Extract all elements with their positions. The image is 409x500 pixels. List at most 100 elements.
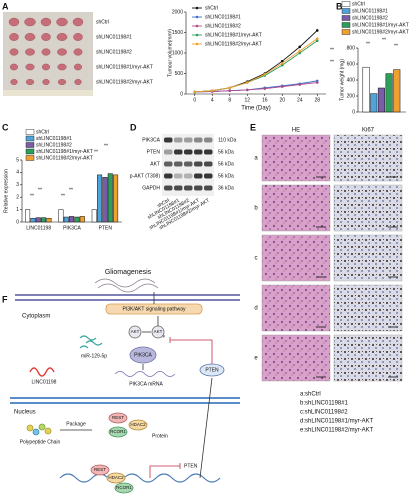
legend-marker — [195, 33, 199, 37]
legend-swatch — [25, 142, 35, 148]
tumor — [9, 33, 19, 41]
panel-label: E — [250, 122, 256, 132]
series-line — [194, 30, 318, 93]
lane-label: shCtrl — [156, 198, 170, 210]
series-line — [194, 38, 318, 93]
bar — [113, 174, 119, 223]
micrograph — [333, 134, 403, 182]
significance: ** — [69, 187, 73, 193]
significance: ** — [382, 37, 386, 43]
band — [184, 137, 193, 143]
diagram-label: RCOR1 — [110, 429, 126, 434]
tumor — [73, 63, 82, 71]
bar — [370, 93, 378, 113]
y-tick-label: 1 — [16, 207, 19, 213]
protein-name: GAPDH — [142, 185, 160, 191]
diagram-label: HDAC2 — [108, 475, 124, 480]
tumor — [9, 63, 18, 71]
protein-size: 36 kDa — [218, 185, 234, 191]
significance: ** — [366, 41, 370, 47]
tumor-label: shLINC01198#2 — [96, 49, 132, 55]
band — [174, 161, 183, 167]
x-tick-label: PTEN — [99, 225, 113, 231]
row-label: e — [254, 356, 258, 362]
band — [204, 149, 213, 155]
point — [315, 37, 319, 40]
band — [184, 185, 193, 191]
significance: ** — [394, 43, 398, 49]
legend-swatch — [25, 135, 35, 142]
panel-label: A — [2, 1, 9, 11]
tumor-label: shLINC01198#1 — [96, 34, 132, 40]
bar — [74, 216, 80, 223]
row-label: d — [254, 306, 257, 312]
band — [184, 173, 193, 179]
band — [194, 185, 203, 191]
legend-label: shLINC01198#2/myr-AKT — [205, 41, 262, 47]
micrograph — [261, 334, 331, 382]
bar — [58, 209, 64, 223]
tumor — [25, 63, 35, 71]
point — [315, 81, 319, 84]
tumor-label: shLINC01198#2/myr-AKT — [96, 79, 153, 85]
legend-marker — [195, 6, 199, 10]
y-tick-label: 0 — [180, 91, 183, 97]
point — [228, 86, 232, 90]
tumor-label: shCtrl — [96, 19, 109, 25]
micrograph — [261, 234, 331, 282]
legend-label: shLINC01198#1 — [36, 136, 72, 142]
x-tick-label: 0 — [193, 97, 196, 103]
legend-label: shCtrl — [352, 1, 365, 7]
diagram-label: Cytoplasm — [22, 314, 50, 320]
legend-label: shCtrl — [205, 5, 218, 11]
micrograph — [333, 184, 403, 232]
band — [184, 149, 193, 155]
bar — [377, 87, 385, 113]
tumor — [42, 63, 51, 71]
band — [164, 173, 173, 179]
y-tick-label: 600 — [347, 61, 356, 67]
micrograph — [333, 334, 403, 382]
diagram-label: LINC01198 — [32, 379, 57, 385]
point — [280, 64, 284, 67]
point — [210, 89, 214, 93]
significance: ** — [61, 193, 65, 199]
legend-marker — [195, 42, 199, 46]
y-tick-label: 5 — [16, 157, 19, 163]
x-tick-label: 24 — [297, 97, 303, 103]
key-label: d:shLINC01198#1/myr-AKT — [300, 419, 374, 425]
legend-swatch — [25, 129, 35, 135]
bar — [91, 209, 97, 223]
band — [174, 149, 183, 155]
point — [263, 87, 267, 90]
band — [204, 137, 213, 143]
panel-label: C — [2, 122, 9, 132]
y-axis-label: Relative expression — [3, 169, 9, 213]
diagram-shapes — [10, 278, 240, 494]
tumor-label: shLINC01198#1/myr-AKT — [96, 64, 153, 70]
point — [228, 89, 232, 93]
band — [164, 185, 173, 191]
band — [184, 161, 193, 167]
tumor — [10, 78, 18, 85]
panel-label: B — [336, 1, 343, 11]
x-tick-label: LINC01198 — [26, 225, 51, 231]
significance: ** — [330, 59, 334, 65]
legend-label: shLINC01198#2/myr-AKT — [352, 29, 409, 35]
diagram-label: Gliomagenesis — [105, 269, 152, 276]
bar — [107, 173, 113, 223]
column-header: Ki67 — [362, 128, 375, 134]
legend-swatch — [341, 8, 351, 14]
protein-size: 56 kDa — [218, 161, 234, 167]
point — [280, 59, 284, 63]
diagram-label: miR-129-5p — [81, 353, 107, 359]
panel-label: D — [130, 122, 137, 132]
band — [194, 149, 203, 155]
tumor — [25, 78, 35, 85]
legend-swatch — [25, 148, 35, 155]
x-tick-label: PIK3CA — [63, 225, 81, 231]
row-label: c — [255, 256, 258, 262]
point — [298, 51, 302, 55]
legend-swatch — [341, 29, 351, 35]
x-tick-label: 4 — [211, 97, 214, 103]
